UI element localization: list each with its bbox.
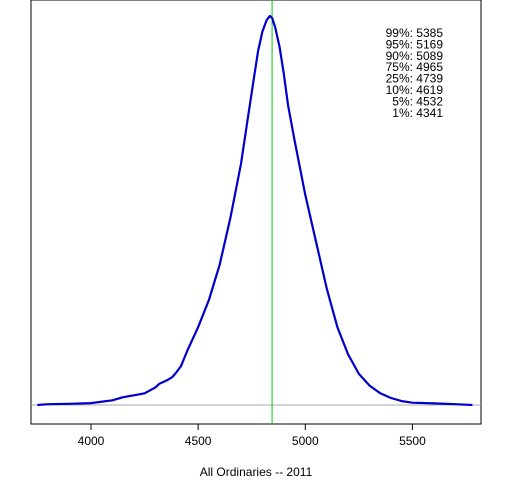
x-axis: 4000 4500 5000 5500 [78, 424, 426, 448]
quantile-label: 10%: 4619 [386, 83, 444, 97]
quantile-label: 95%: 5169 [386, 37, 444, 51]
quantile-label: 99%: 5385 [386, 26, 444, 40]
quantile-label: 1%: 4341 [392, 106, 443, 120]
quantile-label: 5%: 4532 [392, 94, 443, 108]
plot-frame [30, 0, 482, 425]
series-line-density [37, 14, 473, 407]
quantile-label: 75%: 4965 [386, 60, 444, 74]
quantile-label: 90%: 5089 [386, 49, 444, 63]
quantile-label: 25%: 4739 [386, 72, 444, 86]
x-tick-label: 5000 [292, 434, 319, 448]
x-tick-label: 4500 [185, 434, 212, 448]
x-tick-label: 5500 [399, 434, 426, 448]
x-axis-title: All Ordinaries -- 2011 [200, 465, 313, 479]
x-tick-label: 4000 [78, 434, 105, 448]
